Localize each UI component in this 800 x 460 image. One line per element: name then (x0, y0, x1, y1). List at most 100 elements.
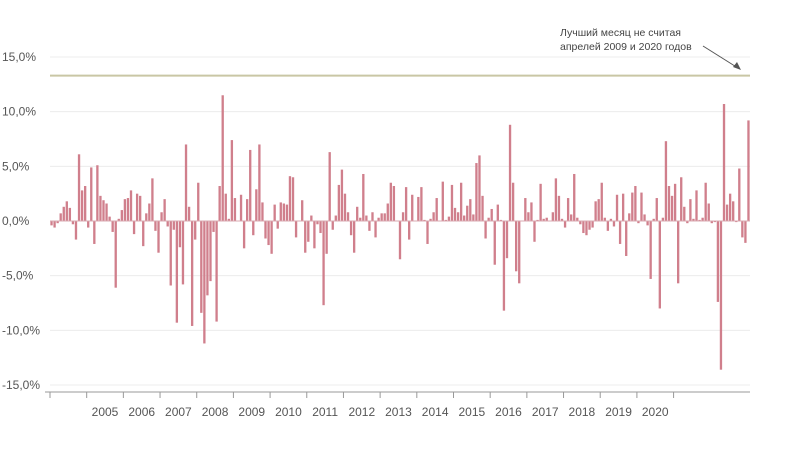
bar (536, 219, 539, 221)
x-tick-label: 2005 (92, 405, 119, 419)
bar (401, 212, 405, 221)
bar (484, 221, 487, 239)
bar (227, 218, 230, 221)
bar (511, 182, 515, 221)
bar (80, 190, 84, 221)
bar (356, 206, 359, 221)
bar (224, 193, 227, 221)
bar (291, 177, 295, 221)
x-tick-label: 2019 (605, 405, 632, 419)
bar (65, 201, 68, 221)
bar (686, 221, 689, 224)
x-tick-label: 2008 (202, 405, 229, 419)
x-tick-label: 2018 (569, 405, 596, 419)
bar (661, 217, 665, 221)
bar (441, 181, 444, 221)
bar (404, 187, 408, 221)
bar (426, 221, 429, 244)
bar (747, 120, 750, 221)
bar (716, 221, 720, 302)
bar (151, 178, 154, 221)
bar (169, 221, 172, 286)
bar (194, 221, 197, 240)
bar (368, 221, 371, 231)
bar (346, 212, 350, 221)
bar (181, 221, 185, 285)
annotation-line-1: Лучший месяц не считая (560, 27, 681, 39)
bar (187, 206, 191, 221)
bar (704, 182, 707, 221)
bar (175, 221, 179, 323)
bar (50, 221, 53, 226)
bar (579, 221, 582, 225)
bar (184, 144, 188, 221)
bar (172, 221, 175, 230)
bar (658, 221, 661, 309)
bar (450, 184, 454, 221)
bar (87, 221, 90, 228)
bar (429, 218, 432, 221)
x-tick-label: 2007 (165, 405, 192, 419)
annotation-group: Лучший месяц не считая апрелей 2009 и 20… (560, 27, 692, 53)
x-tick-label: 2012 (348, 405, 375, 419)
bar (695, 190, 698, 221)
bar (359, 217, 362, 221)
bar (698, 219, 701, 221)
bar (307, 221, 310, 242)
x-tick-label: 2017 (532, 405, 559, 419)
bar (221, 95, 224, 221)
bar (190, 221, 194, 326)
y-tick-label: 15,0% (2, 50, 36, 64)
bar (319, 221, 322, 234)
bar (362, 173, 365, 221)
bar (408, 221, 411, 240)
bar (728, 193, 732, 221)
bar (203, 221, 206, 344)
y-tick-label: -10,0% (2, 323, 40, 337)
bar (469, 199, 472, 221)
bar (267, 221, 270, 246)
bar (673, 183, 677, 221)
bar (554, 178, 558, 221)
bar (261, 202, 264, 221)
bar (496, 204, 499, 221)
bar (615, 194, 619, 221)
bar (68, 207, 72, 221)
bar (77, 154, 81, 221)
bar (652, 218, 655, 221)
bar (212, 221, 215, 232)
bar (530, 202, 533, 221)
bar (258, 144, 261, 221)
bar (710, 221, 713, 224)
bar (343, 193, 347, 221)
bar (108, 216, 111, 221)
bar (246, 199, 249, 221)
bar (722, 104, 726, 221)
reference-line-group (50, 45, 750, 77)
bar (322, 221, 325, 306)
bar (475, 163, 478, 221)
bar (328, 152, 331, 221)
bar (453, 207, 457, 221)
bar (102, 200, 105, 221)
bar (447, 216, 451, 221)
bar (215, 221, 218, 322)
bar (481, 195, 484, 221)
x-tick-label: 2006 (128, 405, 155, 419)
bar (62, 206, 65, 221)
bar (154, 221, 157, 231)
bar (209, 221, 212, 282)
bar (667, 186, 671, 221)
bar (126, 198, 130, 221)
bar (273, 204, 276, 221)
bar (545, 217, 548, 221)
bar (349, 221, 353, 236)
bar (683, 206, 686, 221)
bar (132, 221, 136, 235)
bar (719, 221, 723, 370)
bar (282, 203, 286, 221)
bar (135, 193, 139, 221)
bar (294, 221, 298, 238)
